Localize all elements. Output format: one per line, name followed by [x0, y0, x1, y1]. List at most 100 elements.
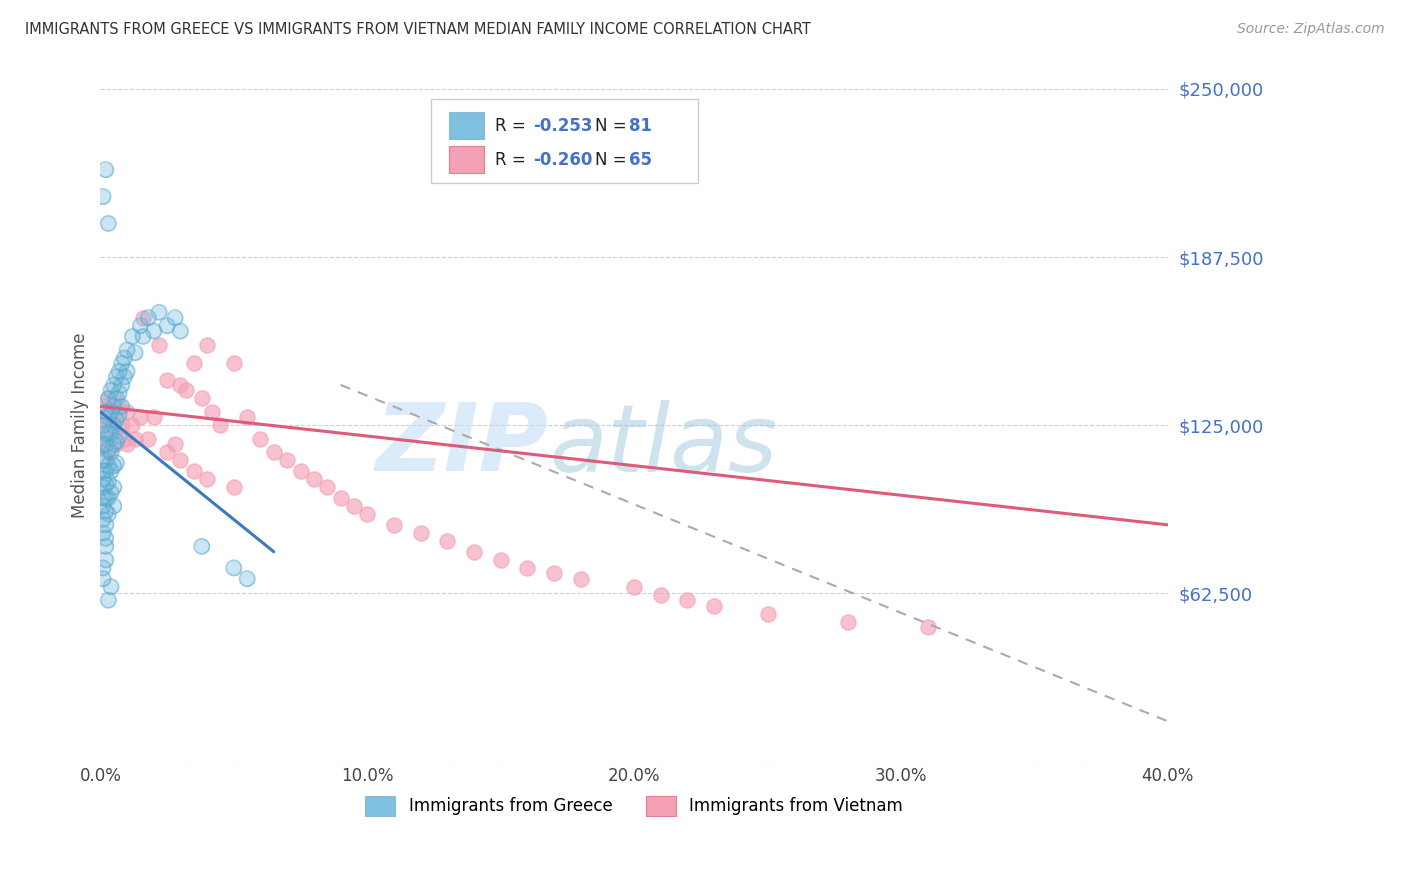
- Point: [94, 405, 117, 419]
- Point: [91, 480, 114, 494]
- Point: [129, 318, 152, 333]
- Point: [516, 561, 538, 575]
- Point: [100, 405, 122, 419]
- Point: [103, 426, 125, 441]
- Point: [91, 561, 114, 575]
- Point: [703, 599, 725, 613]
- Point: [222, 480, 245, 494]
- Point: [121, 329, 143, 343]
- Legend: Immigrants from Greece, Immigrants from Vietnam: Immigrants from Greece, Immigrants from …: [359, 789, 910, 822]
- Point: [103, 378, 125, 392]
- Point: [103, 458, 125, 473]
- Point: [97, 410, 120, 425]
- Point: [94, 437, 117, 451]
- Point: [108, 364, 131, 378]
- Point: [138, 310, 160, 325]
- Point: [97, 442, 120, 457]
- Point: [100, 580, 122, 594]
- Point: [129, 410, 152, 425]
- Point: [91, 480, 114, 494]
- Point: [100, 426, 122, 441]
- Point: [329, 491, 352, 505]
- Point: [94, 491, 117, 505]
- Point: [94, 540, 117, 554]
- Text: 81: 81: [628, 117, 652, 135]
- Point: [97, 217, 120, 231]
- Text: Source: ZipAtlas.com: Source: ZipAtlas.com: [1237, 22, 1385, 37]
- Point: [263, 445, 285, 459]
- Point: [489, 553, 512, 567]
- Point: [97, 442, 120, 457]
- Point: [94, 453, 117, 467]
- Point: [148, 305, 170, 319]
- Point: [111, 378, 134, 392]
- Point: [302, 472, 325, 486]
- Point: [156, 318, 179, 333]
- Point: [650, 588, 672, 602]
- Point: [94, 400, 117, 414]
- Text: -0.260: -0.260: [533, 151, 592, 169]
- Point: [103, 499, 125, 513]
- Point: [91, 464, 114, 478]
- Point: [100, 405, 122, 419]
- Point: [100, 445, 122, 459]
- FancyBboxPatch shape: [432, 99, 699, 183]
- Point: [91, 418, 114, 433]
- Point: [436, 533, 458, 548]
- Point: [112, 351, 135, 365]
- Point: [103, 418, 125, 433]
- FancyBboxPatch shape: [450, 112, 484, 139]
- Point: [183, 464, 205, 478]
- Point: [94, 477, 117, 491]
- Point: [91, 572, 114, 586]
- Point: [121, 418, 143, 433]
- Point: [138, 432, 160, 446]
- Point: [165, 310, 187, 325]
- Point: [103, 437, 125, 451]
- Point: [111, 356, 134, 370]
- Text: -0.253: -0.253: [533, 117, 592, 135]
- Point: [105, 392, 128, 406]
- Point: [91, 525, 114, 540]
- Point: [100, 384, 122, 398]
- Point: [91, 418, 114, 433]
- Point: [111, 400, 134, 414]
- Point: [623, 580, 645, 594]
- Point: [91, 437, 114, 451]
- Point: [91, 525, 114, 540]
- Point: [676, 593, 699, 607]
- Point: [97, 458, 120, 473]
- Point: [142, 410, 165, 425]
- Point: [100, 432, 122, 446]
- Point: [97, 392, 120, 406]
- Point: [94, 162, 117, 177]
- Point: [100, 464, 122, 478]
- Point: [222, 561, 245, 575]
- Point: [169, 324, 191, 338]
- Point: [236, 410, 259, 425]
- Point: [94, 553, 117, 567]
- Point: [222, 561, 245, 575]
- Point: [276, 453, 298, 467]
- Point: [409, 525, 432, 540]
- Point: [195, 337, 218, 351]
- Point: [91, 432, 114, 446]
- Point: [356, 507, 378, 521]
- Text: ZIP: ZIP: [375, 400, 548, 491]
- Point: [91, 472, 114, 486]
- Point: [97, 593, 120, 607]
- Text: IMMIGRANTS FROM GREECE VS IMMIGRANTS FROM VIETNAM MEDIAN FAMILY INCOME CORRELATI: IMMIGRANTS FROM GREECE VS IMMIGRANTS FRO…: [25, 22, 811, 37]
- Point: [191, 540, 214, 554]
- Point: [756, 607, 779, 621]
- Point: [201, 405, 224, 419]
- Point: [249, 432, 271, 446]
- Point: [94, 517, 117, 532]
- Point: [94, 162, 117, 177]
- Point: [91, 410, 114, 425]
- Text: R =: R =: [495, 117, 531, 135]
- Point: [91, 512, 114, 526]
- Point: [132, 329, 155, 343]
- Point: [105, 434, 128, 449]
- Point: [343, 499, 366, 513]
- Point: [156, 372, 179, 386]
